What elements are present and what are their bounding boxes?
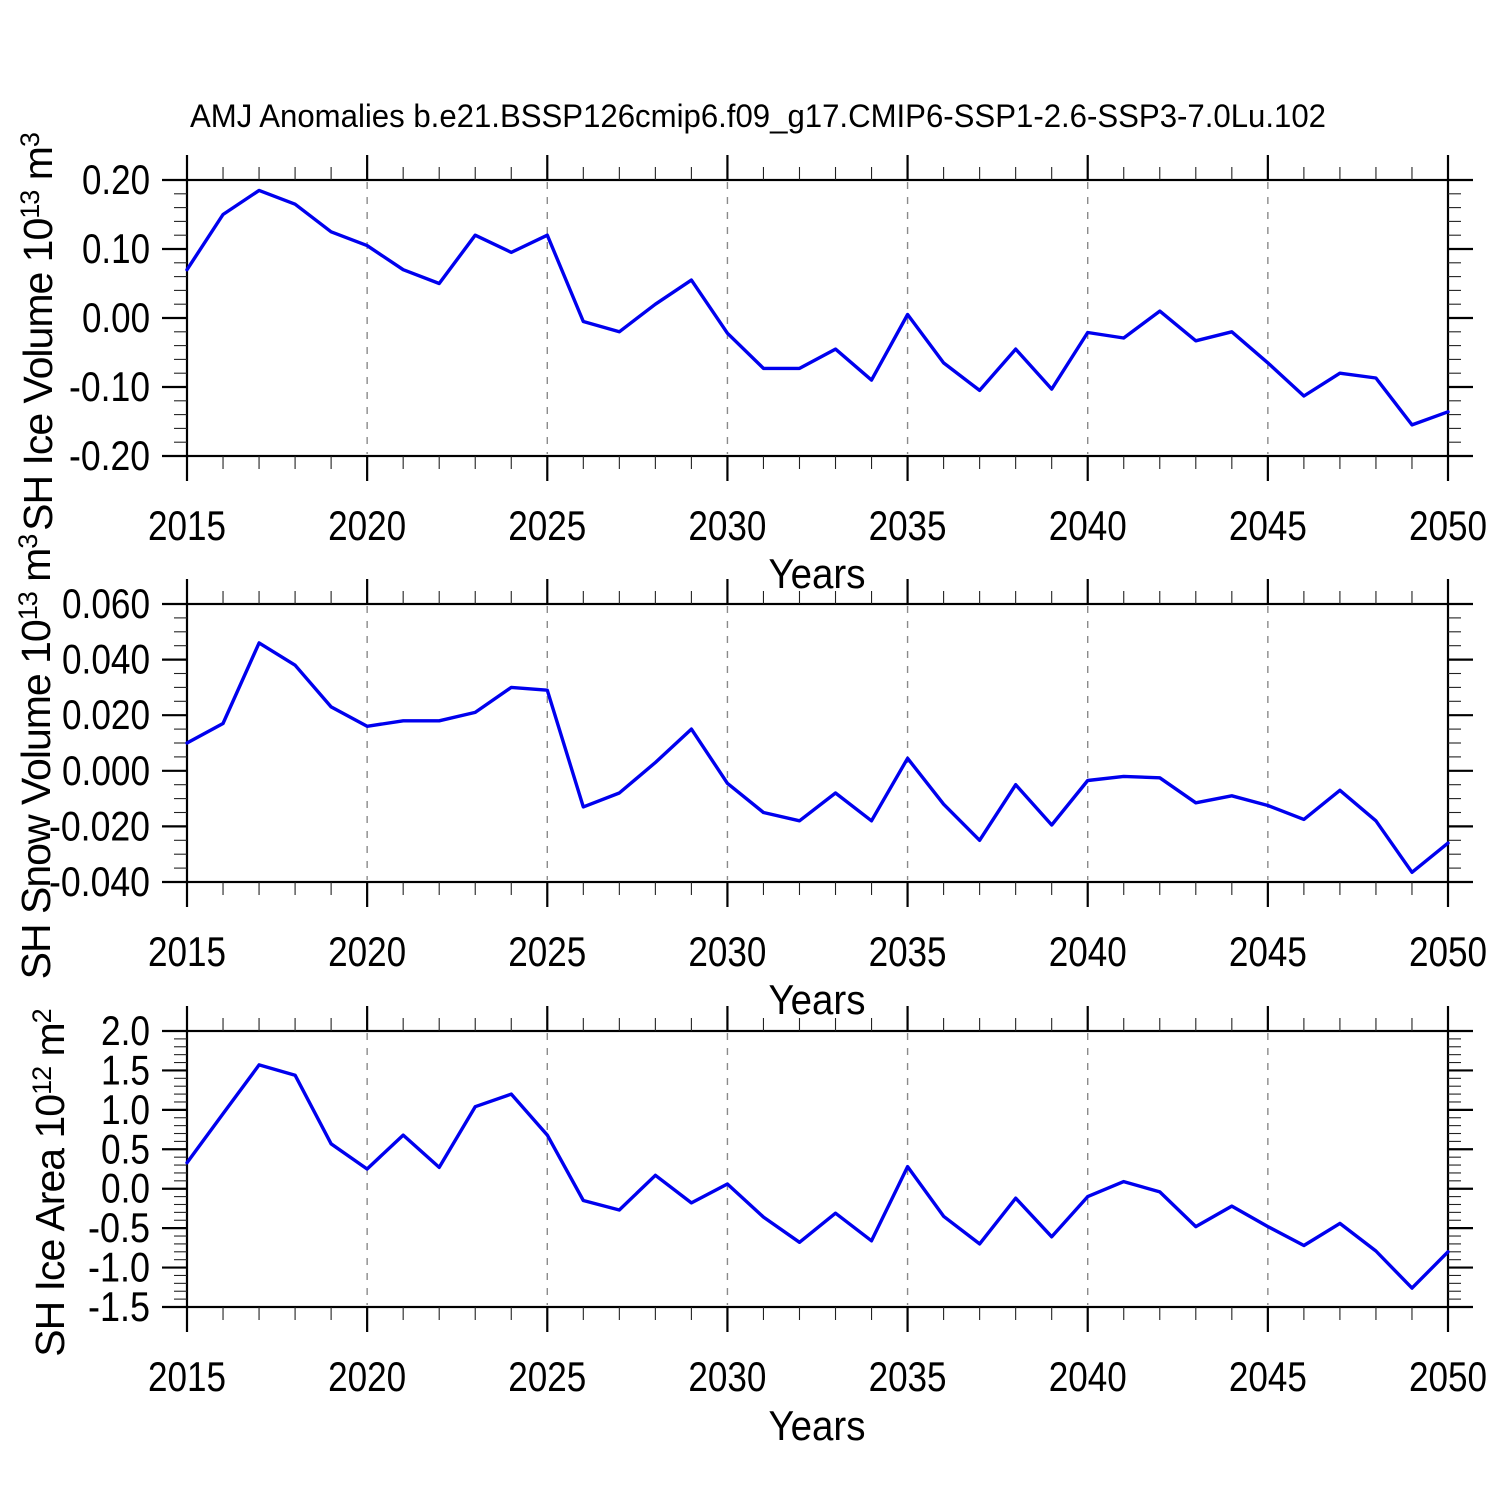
x-tick-label: 2050 (1409, 1353, 1487, 1400)
x-axis-title: Years (769, 550, 866, 597)
x-tick-label: 2025 (508, 502, 586, 549)
y-tick-label: -0.040 (49, 858, 150, 905)
y-axis-title: SH Ice Volume 1013 m3 (15, 133, 61, 531)
x-tick-label: 2035 (869, 502, 947, 549)
x-tick-label: 2050 (1409, 502, 1487, 549)
x-tick-label: 2040 (1049, 1353, 1127, 1400)
data-line-sh-ice-area (185, 1063, 1450, 1290)
x-tick-label: 2015 (148, 1353, 226, 1400)
y-axis-title-text: m (13, 549, 59, 593)
y-axis-title-superscript: 2 (27, 1009, 57, 1023)
y-tick-label: 1.5 (101, 1046, 150, 1093)
y-tick-label: 0.5 (101, 1125, 150, 1172)
x-tick-label: 2020 (328, 502, 406, 549)
y-axis-title-superscript: 12 (27, 1067, 57, 1095)
y-tick-label: 1.0 (101, 1086, 150, 1133)
y-axis-title-superscript: 13 (13, 592, 43, 620)
data-line-sh-ice-volume (185, 188, 1450, 427)
y-tick-label: -0.10 (69, 363, 150, 410)
panel-sh-ice-volume-chart: 0.20 0.10 0.00 -0.10 -0.20 2015 2020 2025 2030 20… (15, 133, 1487, 549)
y-tick-label: -0.20 (69, 432, 150, 479)
figure-title: AMJ Anomalies b.e21.BSSP126cmip6.f09_g17… (190, 98, 1326, 134)
y-tick-label: 0.020 (62, 691, 150, 738)
x-tick-label: 2040 (1049, 928, 1127, 975)
panel-sh-snow-volume-chart: 0.060 0.040 0.020 0.000 -0.020 -0.040 2015 2020… (13, 535, 1487, 980)
data-line-sh-snow-volume (185, 641, 1450, 874)
y-tick-label: 0.00 (82, 294, 150, 341)
x-tick-label: 2045 (1229, 502, 1307, 549)
y-tick-label: 0.0 (101, 1165, 150, 1212)
y-tick-label: -0.020 (49, 802, 150, 849)
x-tick-label: 2045 (1229, 1353, 1307, 1400)
x-tick-label: 2020 (328, 928, 406, 975)
y-tick-label: 0.20 (82, 156, 150, 203)
y-tick-label: 0.040 (62, 636, 150, 683)
x-tick-label: 2030 (688, 928, 766, 975)
x-tick-label: 2015 (148, 502, 226, 549)
y-tick-label: 2.0 (101, 1007, 150, 1054)
y-axis-title: SH Ice Area 1012 m2 (27, 1009, 73, 1356)
plot-frame (185, 1029, 1450, 1309)
y-tick-label: -1.5 (88, 1283, 150, 1330)
x-tick-label: 2050 (1409, 928, 1487, 975)
x-tick-label: 2035 (869, 1353, 947, 1400)
x-tick-label: 2015 (148, 928, 226, 975)
y-tick-label: 0.060 (62, 580, 150, 627)
x-axis-title: Years (769, 976, 866, 1023)
y-axis-title-text: SH Ice Area 10 (27, 1095, 73, 1357)
x-tick-label: 2035 (869, 928, 947, 975)
x-tick-label: 2025 (508, 928, 586, 975)
x-axis-title: Years (769, 1402, 866, 1449)
x-tick-label: 2030 (688, 1353, 766, 1400)
x-tick-label: 2020 (328, 1353, 406, 1400)
y-axis-title-text: SH Snow Volume 10 (13, 620, 59, 979)
x-tick-label: 2045 (1229, 928, 1307, 975)
y-tick-label: -0.5 (88, 1204, 150, 1251)
y-axis-title-text: m (27, 1023, 73, 1067)
y-axis-title-text: m (15, 147, 61, 191)
y-axis-title-superscript: 3 (15, 133, 45, 147)
y-axis-title-superscript: 3 (13, 535, 43, 549)
x-tick-label: 2025 (508, 1353, 586, 1400)
y-tick-label: 0.10 (82, 225, 150, 272)
x-tick-label: 2040 (1049, 502, 1127, 549)
y-tick-label: -1.0 (88, 1244, 150, 1291)
y-tick-label: 0.000 (62, 747, 150, 794)
plot-frame (185, 178, 1450, 458)
plot-frame (185, 602, 1450, 884)
y-axis-title-text: SH Ice Volume 10 (15, 219, 61, 531)
y-axis-title: SH Snow Volume 1013 m3 (13, 535, 59, 980)
panel-sh-ice-area-chart: 2.01.51.00.50.0-0.5-1.0-1.5 2015 2020 2025 2… (27, 1006, 1487, 1400)
y-axis-title-superscript: 13 (15, 191, 45, 219)
x-tick-label: 2030 (688, 502, 766, 549)
